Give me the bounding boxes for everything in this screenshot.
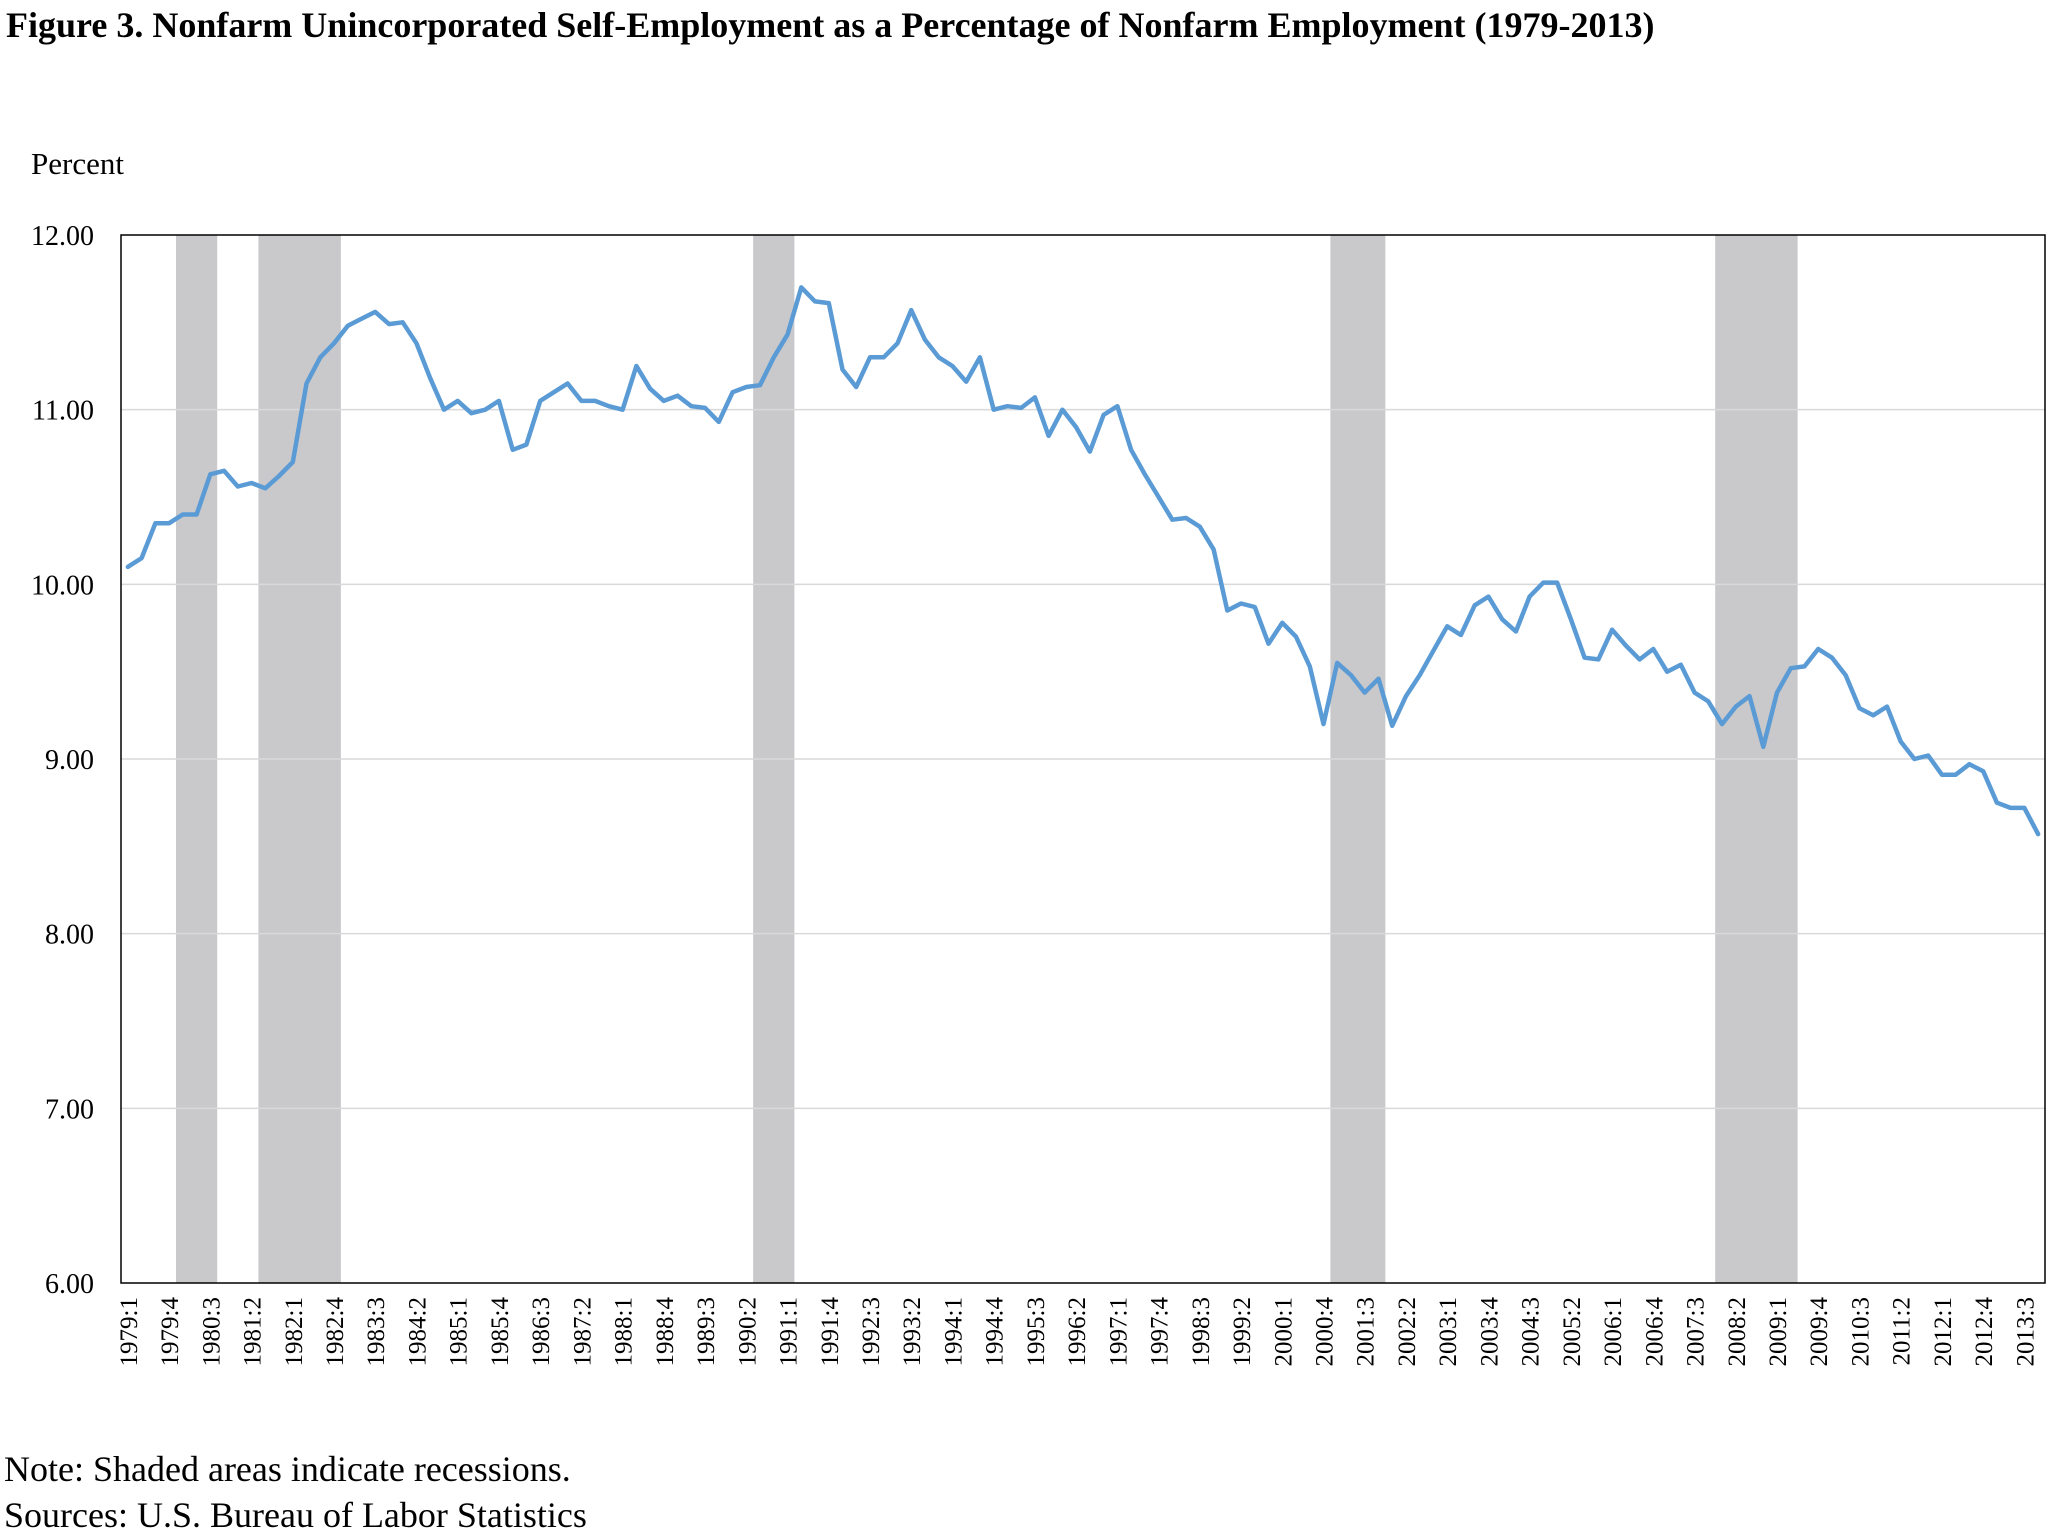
x-tick-label: 2010:3 [1847, 1297, 1874, 1366]
x-tick-label: 2012:4 [1971, 1297, 1998, 1367]
x-tick-label: 1993:2 [899, 1297, 926, 1366]
x-tick-label: 1985:4 [487, 1297, 514, 1367]
x-tick-label: 2009:1 [1765, 1297, 1792, 1366]
y-tick-label: 7.00 [45, 1094, 94, 1125]
x-tick-label: 1995:3 [1023, 1297, 1050, 1366]
x-tick-label: 1994:1 [940, 1297, 967, 1366]
x-tick-label: 1987:2 [569, 1297, 596, 1366]
x-tick-label: 2000:1 [1270, 1297, 1297, 1366]
x-tick-label: 1986:3 [528, 1297, 555, 1366]
x-tick-label: 2006:1 [1600, 1297, 1627, 1366]
chart-note: Note: Shaded areas indicate recessions. [4, 1449, 571, 1489]
x-tick-label: 2007:3 [1683, 1297, 1710, 1366]
x-tick-label: 1997:1 [1105, 1297, 1132, 1366]
series-layer [125, 285, 2041, 837]
x-tick-label: 1999:2 [1229, 1297, 1256, 1366]
x-tick-label: 1991:1 [776, 1297, 803, 1366]
series-line [125, 285, 2041, 837]
line-chart: Percent 6.007.008.009.0010.0011.0012.00 … [31, 146, 2046, 1367]
x-tick-label: 2003:4 [1476, 1297, 1503, 1367]
x-tick-label: 1980:3 [198, 1297, 225, 1366]
x-tick-label: 1989:3 [693, 1297, 720, 1366]
y-tick-label: 8.00 [45, 920, 94, 951]
y-tick-label: 12.00 [31, 221, 94, 252]
y-axis-ticks: 6.00 7.00 8.00 9.00 10.00 11.00 12.00 [31, 221, 94, 1300]
x-tick-label: 2002:2 [1394, 1297, 1421, 1366]
x-tick-label: 1997:4 [1147, 1297, 1174, 1367]
x-tick-label: 2012:1 [1930, 1297, 1957, 1366]
x-tick-label: 1979:4 [157, 1297, 184, 1367]
x-axis-ticks: 1979:1 1979:4 1980:3 1981:2 1982:1 1982:4 1983… [116, 1297, 2040, 1367]
x-tick-label: 1981:2 [240, 1297, 267, 1366]
x-tick-label: 2005:2 [1559, 1297, 1586, 1366]
x-tick-label: 1983:3 [363, 1297, 390, 1366]
x-tick-label: 1985:1 [446, 1297, 473, 1366]
y-tick-label: 6.00 [45, 1269, 94, 1300]
y-tick-label: 9.00 [45, 745, 94, 776]
x-tick-label: 1996:2 [1064, 1297, 1091, 1366]
x-tick-label: 1990:2 [734, 1297, 761, 1366]
x-tick-label: 1984:2 [404, 1297, 431, 1366]
x-tick-label: 1988:1 [611, 1297, 638, 1366]
x-tick-label: 2013:3 [2012, 1297, 2039, 1366]
x-tick-label: 2003:1 [1435, 1297, 1462, 1366]
x-tick-label: 2000:4 [1312, 1297, 1339, 1367]
x-tick-label: 2004:3 [1518, 1297, 1545, 1366]
x-tick-label: 1982:4 [322, 1297, 349, 1367]
x-tick-label: 2001:3 [1353, 1297, 1380, 1366]
plot-area-border [120, 234, 2046, 1284]
x-tick-label: 1994:4 [982, 1297, 1009, 1367]
x-tick-label: 1988:4 [652, 1297, 679, 1367]
x-tick-label: 2011:2 [1889, 1297, 1916, 1366]
x-tick-label: 2008:2 [1724, 1297, 1751, 1366]
x-tick-label: 1991:4 [817, 1297, 844, 1367]
x-tick-label: 1979:1 [116, 1297, 143, 1366]
y-tick-label: 10.00 [31, 570, 94, 601]
y-tick-label: 11.00 [32, 396, 94, 427]
x-tick-label: 2009:4 [1806, 1297, 1833, 1367]
x-tick-label: 1982:1 [281, 1297, 308, 1366]
gridlines [121, 408, 2045, 1110]
figure-title: Figure 3. Nonfarm Unincorporated Self-Em… [6, 5, 1655, 45]
chart-sources: Sources: U.S. Bureau of Labor Statistics [4, 1495, 587, 1535]
x-tick-label: 1998:3 [1188, 1297, 1215, 1366]
y-axis-label: Percent [31, 146, 124, 181]
x-tick-label: 1992:3 [858, 1297, 885, 1366]
x-tick-label: 2006:4 [1641, 1297, 1668, 1367]
